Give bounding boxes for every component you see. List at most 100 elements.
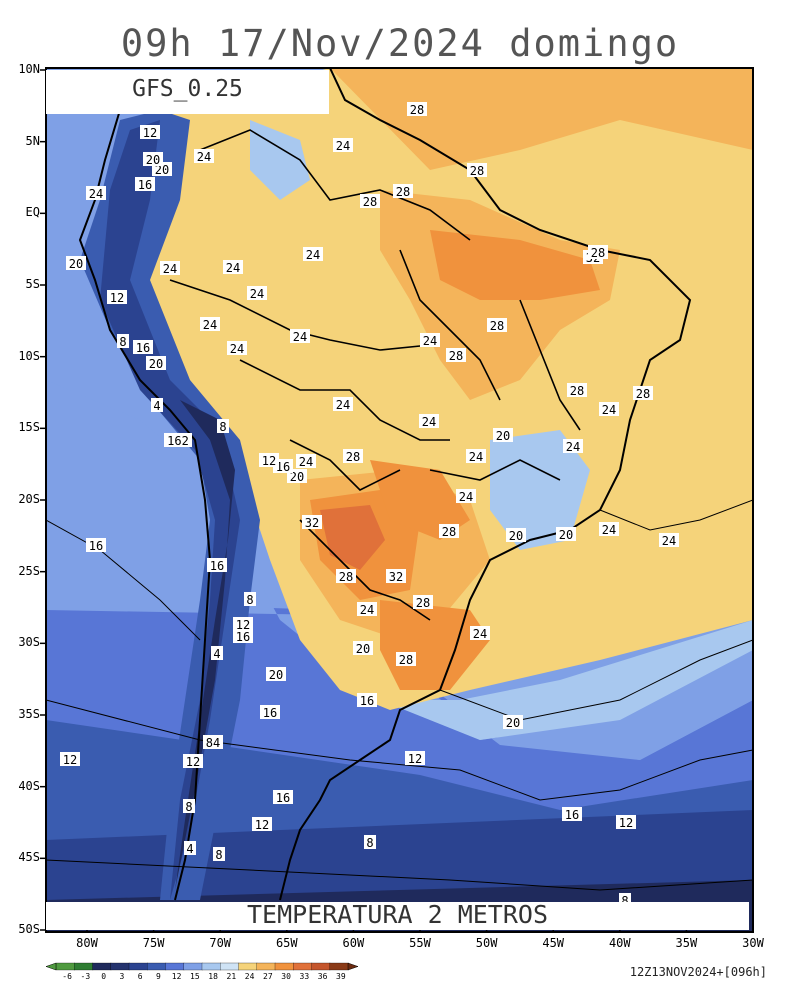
contour-label-bg [303,247,323,261]
contour-label: 24 [662,534,676,548]
contour-label-bg [446,348,466,362]
contour-label: 20 [146,153,160,167]
contour-label-bg [213,847,225,861]
contour-label: 24 [360,603,374,617]
contour-label-bg [599,522,619,536]
colorbar [45,962,359,971]
colorbar-swatch [74,962,94,971]
colorbar-label: 9 [155,972,161,981]
lat-label: EQ [25,205,40,220]
contour-label-bg [146,356,166,370]
contour-label-bg [143,152,163,166]
contour-label: 28 [636,387,650,401]
contour-label: 20 [509,529,523,543]
contour-label: 16 [138,178,152,192]
contour-label-bg [86,186,106,200]
contour-label-bg [227,341,247,355]
contour-label-bg [260,705,280,719]
contour-label-bg [333,397,353,411]
colorbar-label: 39 [336,972,346,981]
contour-label: 24 [299,455,313,469]
contour-label: 24 [226,261,240,275]
contour-label: 12 [262,454,276,468]
colorbar-swatch [147,962,167,971]
colorbar-label: 3 [119,972,125,981]
contour-label-bg [386,569,406,583]
contour-label: 28 [399,653,413,667]
colorbar-swatch [293,962,313,971]
contour-label-bg [66,256,86,270]
contour-label: 12 [186,755,200,769]
contour-label: 24 [230,342,244,356]
contour-label: 24 [336,398,350,412]
contour-label-bg [659,533,679,547]
colorbar-swatch [165,962,185,971]
contour-label: 20 [559,528,573,542]
contour-label: 16 [263,706,277,720]
contour-label-bg [420,333,440,347]
contour-label: 28 [490,319,504,333]
contour-label-bg [296,454,316,468]
contour-label: 12 [408,752,422,766]
contour-label: 32 [305,516,319,530]
contour-label-bg [211,646,223,660]
contour-label-bg [563,439,583,453]
lat-label: 45S [18,850,40,865]
contour-label-bg [223,260,243,274]
colorbar-swatch [238,962,258,971]
contour-label: 24 [306,248,320,262]
contour-label: 20 [496,429,510,443]
contour-label-bg [164,433,192,447]
run-info: 12Z13NOV2024+[096h] [629,965,767,979]
colorbar-label: 24 [244,972,255,981]
contour-label-bg [233,629,253,643]
contour-label-bg [160,261,180,275]
contour-label: 28 [470,164,484,178]
colorbar-label: 21 [226,972,237,981]
contour-label-bg [357,693,377,707]
contour-label-bg [413,595,433,609]
contour-label-bg [493,428,513,442]
contour-label-bg [407,102,427,116]
model-label-box: GFS_0.25 [46,70,329,114]
contour-label-bg [467,163,487,177]
contour-label-bg [487,318,507,332]
colorbar-label: -6 [62,972,72,981]
lat-label: 10N [18,62,40,76]
lat-label: 25S [18,563,40,578]
colorbar-label: 27 [263,972,273,981]
contour-label-bg [233,617,253,631]
colorbar-swatch [311,962,331,971]
contour-label-bg [107,290,127,304]
lat-label: 20S [18,492,40,506]
contour-label-bg [466,449,486,463]
contour-label: 24 [602,523,616,537]
contour-label-bg [217,419,229,433]
contour-label: 24 [602,403,616,417]
lon-label: 50W [475,936,498,950]
colorbar-label: 12 [171,972,182,981]
lon-label: 70W [209,936,232,950]
colorbar-swatch [220,962,240,971]
contour-label: 24 [459,490,473,504]
contour-label-bg [86,538,106,552]
colorbar-swatch [183,962,203,971]
lat-label: 15S [18,420,40,435]
contour-label-bg [616,815,636,829]
contour-label: 12 [236,618,250,632]
contour-label: 24 [473,627,487,641]
variable-label-box: TEMPERATURA 2 METROS [46,900,749,930]
colorbar-label: 15 [190,972,200,981]
contour-label: 4 [153,399,160,413]
contour-label: 4 [186,842,193,856]
contour-label-bg [203,735,223,749]
lat-label: 5N [25,133,40,148]
lon-label: 40W [608,936,631,950]
contour-label-bg [633,386,653,400]
lat-label: 50S [18,922,40,936]
contour-label: 24 [566,440,580,454]
colorbar-swatch [110,962,130,971]
contour-label: 12 [255,818,269,832]
lat-label: 30S [18,635,40,650]
variable-label: TEMPERATURA 2 METROS [246,900,549,929]
